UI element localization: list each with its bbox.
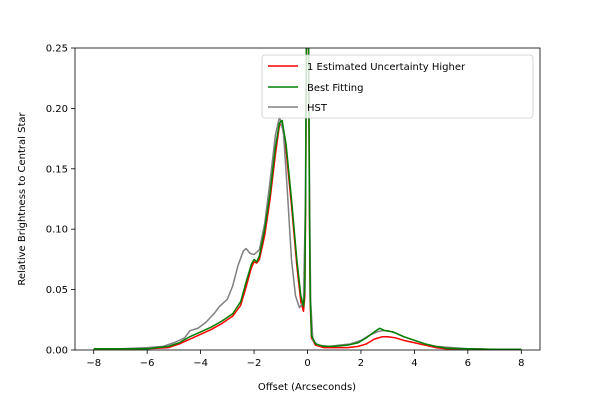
y-tick-label: 0.20 bbox=[46, 104, 68, 115]
x-tick-label: 8 bbox=[518, 358, 524, 369]
x-axis-label: Offset (Arcseconds) bbox=[258, 382, 356, 393]
y-axis: 0.00 0.05 0.10 0.15 0.20 0.25 bbox=[46, 44, 75, 357]
series-line-best-fitting bbox=[93, 48, 522, 350]
x-tick-label: −4 bbox=[193, 358, 208, 369]
legend-box bbox=[261, 54, 534, 119]
x-tick-label: 2 bbox=[358, 358, 364, 369]
legend-label-best-fitting: Best Fitting bbox=[307, 83, 363, 94]
x-tick-label: 4 bbox=[411, 358, 417, 369]
y-tick-label: 0.15 bbox=[46, 164, 68, 175]
y-tick-label: 0.00 bbox=[46, 346, 68, 357]
y-tick-label: 0.05 bbox=[46, 285, 68, 296]
x-axis: −8 −6 −4 −2 0 2 4 6 8 bbox=[86, 350, 524, 369]
y-tick-label: 0.25 bbox=[46, 44, 68, 55]
x-tick-label: 0 bbox=[304, 358, 310, 369]
x-tick-label: 6 bbox=[465, 358, 471, 369]
series-line-uncertainty bbox=[93, 48, 522, 350]
legend-label-hst: HST bbox=[307, 103, 328, 114]
legend: 1 Estimated Uncertainty Higher Best Fitt… bbox=[261, 54, 534, 119]
x-tick-label: −8 bbox=[86, 358, 101, 369]
legend-label-uncertainty: 1 Estimated Uncertainty Higher bbox=[307, 62, 466, 73]
x-tick-label: −6 bbox=[140, 358, 155, 369]
y-axis-label: Relative Brightness to Central Star bbox=[17, 111, 28, 285]
y-tick-label: 0.10 bbox=[46, 225, 68, 236]
series-layer bbox=[93, 48, 522, 350]
x-tick-label: −2 bbox=[247, 358, 262, 369]
